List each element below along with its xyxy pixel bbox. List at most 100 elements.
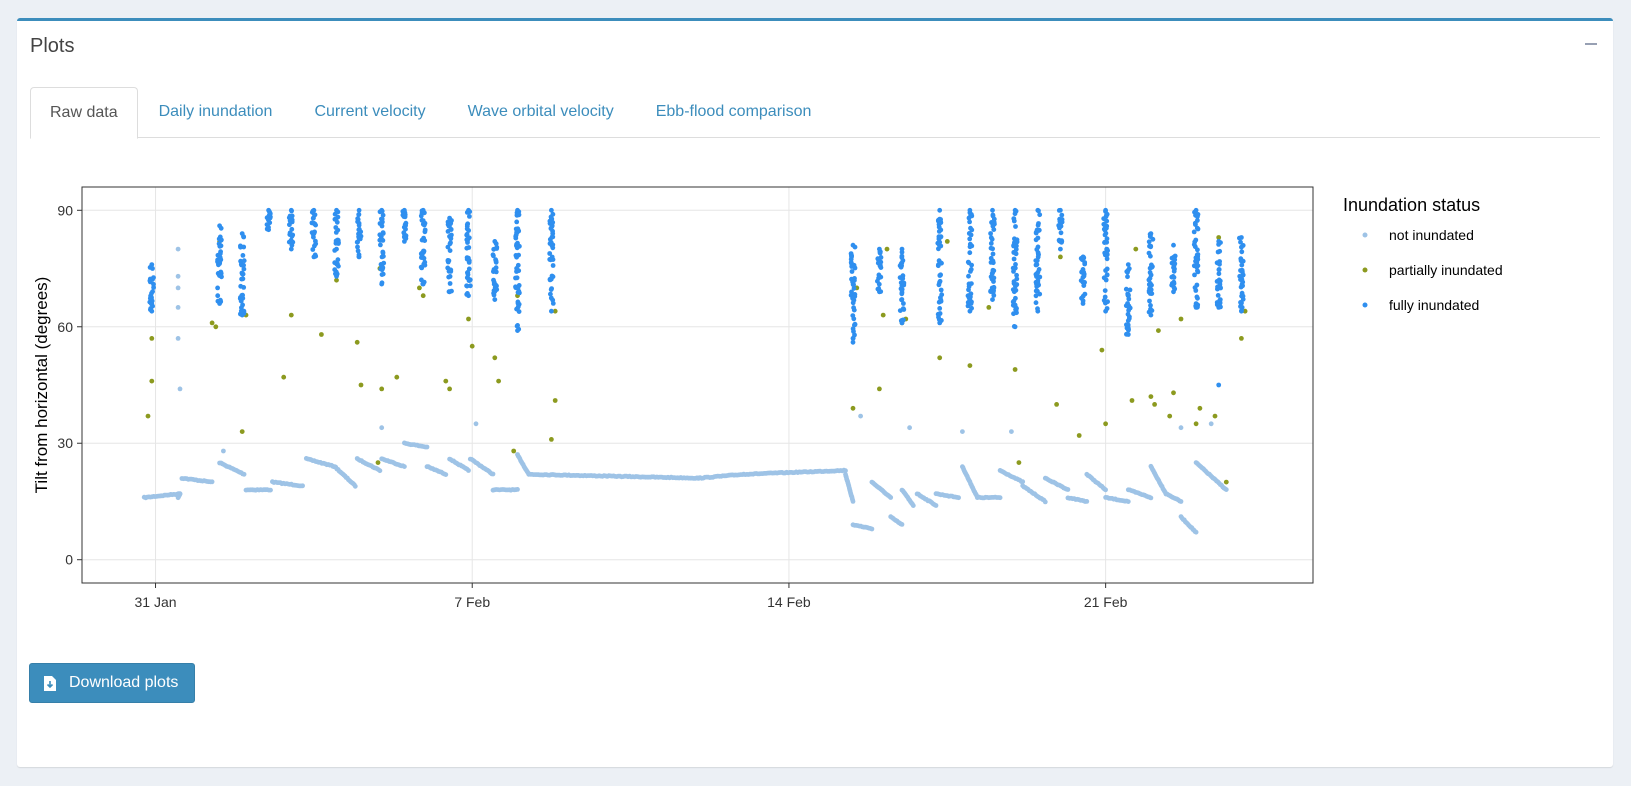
point-fully-inundated	[149, 262, 155, 267]
point-fully-inundated	[241, 266, 247, 272]
point-fully-inundated	[1036, 251, 1041, 257]
point-fully-inundated	[380, 271, 386, 277]
tab-ebb-flood-comparison[interactable]: Ebb-flood comparison	[655, 103, 812, 120]
point-fully-inundated	[1037, 274, 1043, 280]
point-fully-inundated	[851, 316, 857, 322]
download-plots-button[interactable]: Download plots	[29, 663, 195, 703]
point-not-inundated	[1065, 487, 1071, 492]
point-not-inundated	[1148, 495, 1154, 501]
point-partially-inundated	[209, 320, 215, 326]
point-fully-inundated	[418, 251, 424, 257]
point-fully-inundated	[548, 287, 554, 292]
y-tick-label: 90	[57, 202, 73, 218]
point-partially-inundated	[1193, 421, 1199, 427]
point-fully-inundated	[988, 231, 993, 236]
point-not-inundated	[850, 499, 856, 504]
point-fully-inundated	[310, 247, 316, 252]
point-fully-inundated	[1215, 249, 1221, 255]
point-fully-inundated	[851, 305, 856, 311]
point-fully-inundated	[966, 231, 972, 236]
point-fully-inundated	[1171, 289, 1176, 295]
point-fully-inundated	[969, 262, 974, 268]
point-fully-inundated	[1104, 266, 1110, 272]
collapse-icon[interactable]	[1583, 35, 1599, 51]
point-fully-inundated	[422, 238, 428, 243]
tab-daily-inundation[interactable]: Daily inundation	[158, 103, 273, 120]
point-fully-inundated	[1240, 293, 1246, 299]
point-fully-inundated	[1216, 382, 1222, 388]
point-fully-inundated	[550, 211, 556, 217]
point-fully-inundated	[937, 272, 943, 278]
point-fully-inundated	[991, 285, 997, 291]
point-fully-inundated	[1127, 287, 1133, 293]
point-fully-inundated	[1080, 301, 1086, 306]
point-partially-inundated	[552, 308, 558, 314]
legend: Inundation status not inundated partiall…	[1343, 195, 1503, 313]
point-fully-inundated	[288, 218, 294, 224]
point-fully-inundated	[850, 242, 856, 248]
point-fully-inundated	[334, 246, 339, 252]
point-fully-inundated	[513, 232, 519, 238]
point-partially-inundated	[1242, 308, 1248, 314]
point-fully-inundated	[333, 230, 339, 235]
point-partially-inundated	[149, 336, 155, 341]
point-fully-inundated	[1150, 236, 1156, 242]
point-fully-inundated	[1192, 220, 1198, 226]
point-fully-inundated	[1012, 324, 1018, 330]
point-not-inundated	[843, 468, 848, 474]
point-fully-inundated	[515, 328, 520, 333]
point-fully-inundated	[937, 306, 943, 311]
point-fully-inundated	[990, 258, 996, 264]
point-fully-inundated	[936, 258, 942, 264]
point-fully-inundated	[215, 285, 221, 291]
legend-dot-fully-inundated	[1362, 302, 1368, 308]
point-fully-inundated	[877, 246, 882, 252]
point-fully-inundated	[849, 252, 854, 258]
tab-current-velocity[interactable]: Current velocity	[314, 103, 426, 120]
point-fully-inundated	[215, 293, 221, 299]
point-partially-inundated	[549, 437, 554, 442]
point-fully-inundated	[1012, 236, 1017, 242]
x-tick-label: 7 Feb	[454, 594, 490, 610]
point-fully-inundated	[421, 222, 427, 228]
point-partially-inundated	[492, 355, 498, 361]
point-fully-inundated	[1125, 262, 1131, 267]
plots-panel: Plots Raw data Daily inundation Current …	[17, 18, 1613, 767]
point-fully-inundated	[418, 264, 424, 270]
point-partially-inundated	[552, 398, 558, 403]
point-not-inundated	[175, 285, 181, 291]
point-fully-inundated	[1147, 286, 1152, 291]
point-fully-inundated	[968, 225, 973, 231]
point-fully-inundated	[1191, 242, 1197, 247]
point-fully-inundated	[548, 226, 554, 231]
point-not-inundated	[424, 444, 430, 450]
point-fully-inundated	[875, 256, 881, 262]
point-fully-inundated	[332, 267, 338, 273]
point-not-inundated	[175, 495, 181, 501]
point-fully-inundated	[1239, 262, 1245, 268]
file-download-icon	[44, 675, 56, 691]
x-tick-label: 14 Feb	[767, 594, 811, 610]
point-fully-inundated	[851, 282, 856, 288]
point-fully-inundated	[899, 291, 905, 297]
tab-raw-data[interactable]: Raw data	[30, 87, 138, 139]
point-fully-inundated	[1169, 281, 1175, 286]
point-fully-inundated	[937, 207, 943, 213]
point-fully-inundated	[1148, 303, 1153, 308]
point-not-inundated	[377, 468, 383, 474]
point-fully-inundated	[899, 287, 905, 292]
tab-wave-orbital-velocity[interactable]: Wave orbital velocity	[467, 103, 614, 120]
point-fully-inundated	[991, 227, 997, 232]
point-fully-inundated	[514, 275, 520, 281]
point-not-inundated	[997, 495, 1003, 501]
point-partially-inundated	[334, 277, 339, 283]
point-fully-inundated	[312, 229, 317, 235]
point-fully-inundated	[548, 295, 554, 301]
point-fully-inundated	[335, 257, 341, 263]
point-fully-inundated	[1013, 307, 1019, 313]
point-fully-inundated	[1216, 267, 1222, 273]
point-fully-inundated	[1104, 211, 1110, 217]
point-not-inundated	[888, 495, 894, 500]
legend-label-partially-inundated: partially inundated	[1389, 262, 1503, 278]
point-fully-inundated	[1172, 257, 1178, 263]
